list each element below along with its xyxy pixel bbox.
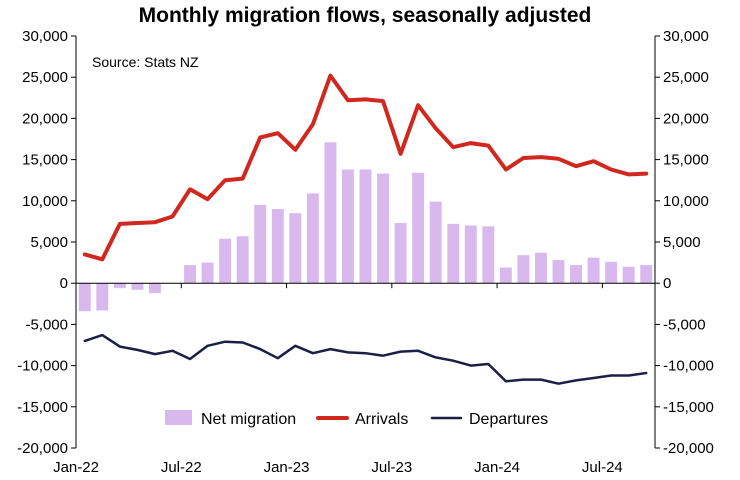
chart-title: Monthly migration flows, seasonally adju… (139, 4, 592, 27)
left-y-tick-label: 0 (60, 275, 68, 292)
left-y-tick-label: -15,000 (17, 399, 68, 416)
plot-area: 30,000 30,000 25,000 25,000 20,000 20,000 15,0… (17, 28, 714, 476)
net-migration-bar (605, 261, 618, 284)
chart-source: Source: Stats NZ (92, 54, 199, 70)
right-y-tick-label: 15,000 (663, 152, 709, 169)
left-y-tick-label: 30,000 (22, 28, 68, 45)
net-migration-bar (482, 226, 495, 284)
net-migration-bar (341, 169, 354, 284)
left-y-tick-label: 20,000 (22, 110, 68, 127)
right-y-tick-label: 25,000 (663, 69, 709, 86)
left-y-tick-label: -5,000 (25, 316, 68, 333)
left-y-tick-label: 5,000 (30, 234, 68, 251)
legend-label-departures: Departures (469, 411, 548, 428)
left-y-tick-label: 25,000 (22, 69, 68, 86)
left-y-tick-label: -20,000 (17, 440, 68, 457)
net-migration-bar (570, 265, 583, 284)
x-tick-label: Jan-22 (53, 459, 99, 476)
net-migration-bar (306, 193, 319, 284)
right-y-tick-label: 0 (663, 275, 671, 292)
left-y-tick-label: -10,000 (17, 358, 68, 375)
net-migration-bar (359, 169, 372, 284)
net-migration-bar (552, 260, 565, 284)
net-migration-bar (534, 252, 547, 284)
right-y-tick-label: -5,000 (663, 316, 706, 333)
net-migration-bar (96, 283, 109, 311)
arrivals-line (82, 73, 649, 262)
net-migration-bar (640, 265, 653, 284)
legend: Net migration Arrivals Departures (165, 410, 548, 428)
net-migration-bar (464, 225, 477, 284)
net-migration-bar (236, 236, 249, 284)
right-y-tick-label: -20,000 (663, 440, 714, 457)
net-migration-bar (219, 238, 232, 284)
net-migration-bar (271, 209, 284, 284)
net-migration-bar (447, 223, 460, 284)
net-migration-bar (587, 257, 600, 284)
right-y-tick-label: 20,000 (663, 110, 709, 127)
net-migration-bar (394, 223, 407, 284)
net-migration-bar (324, 142, 337, 284)
net-migration-bar (289, 213, 302, 284)
net-migration-bar (78, 283, 91, 312)
x-tick-label: Jan-23 (264, 459, 310, 476)
x-tick-label: Jul-24 (582, 459, 623, 476)
net-migration-bar (201, 262, 214, 284)
left-y-tick-label: 10,000 (22, 193, 68, 210)
net-migration-bar (131, 283, 144, 290)
net-migration-bar (517, 255, 530, 284)
departures-line (83, 333, 648, 385)
net-migration-bar (622, 266, 635, 284)
legend-swatch-net-migration (165, 410, 192, 425)
left-y-tick-label: 15,000 (22, 152, 68, 169)
net-migration-bar (412, 172, 425, 284)
x-tick-label: Jan-24 (474, 459, 520, 476)
right-y-tick-label: 5,000 (663, 234, 701, 251)
net-migration-bar (429, 201, 442, 284)
right-y-tick-label: 10,000 (663, 193, 709, 210)
net-migration-bar (113, 283, 126, 289)
net-migration-bar (148, 283, 161, 294)
x-tick-label: Jul-22 (161, 459, 202, 476)
x-tick-label: Jul-23 (371, 459, 412, 476)
net-migration-bar (499, 267, 512, 284)
right-y-tick-label: 30,000 (663, 28, 709, 45)
net-migration-bar (184, 265, 197, 284)
net-migration-bar (377, 173, 390, 284)
legend-label-arrivals: Arrivals (355, 411, 408, 428)
right-y-tick-label: -10,000 (663, 358, 714, 375)
net-migration-bar (254, 204, 267, 284)
right-y-tick-label: -15,000 (663, 399, 714, 416)
legend-label-net-migration: Net migration (201, 411, 296, 428)
